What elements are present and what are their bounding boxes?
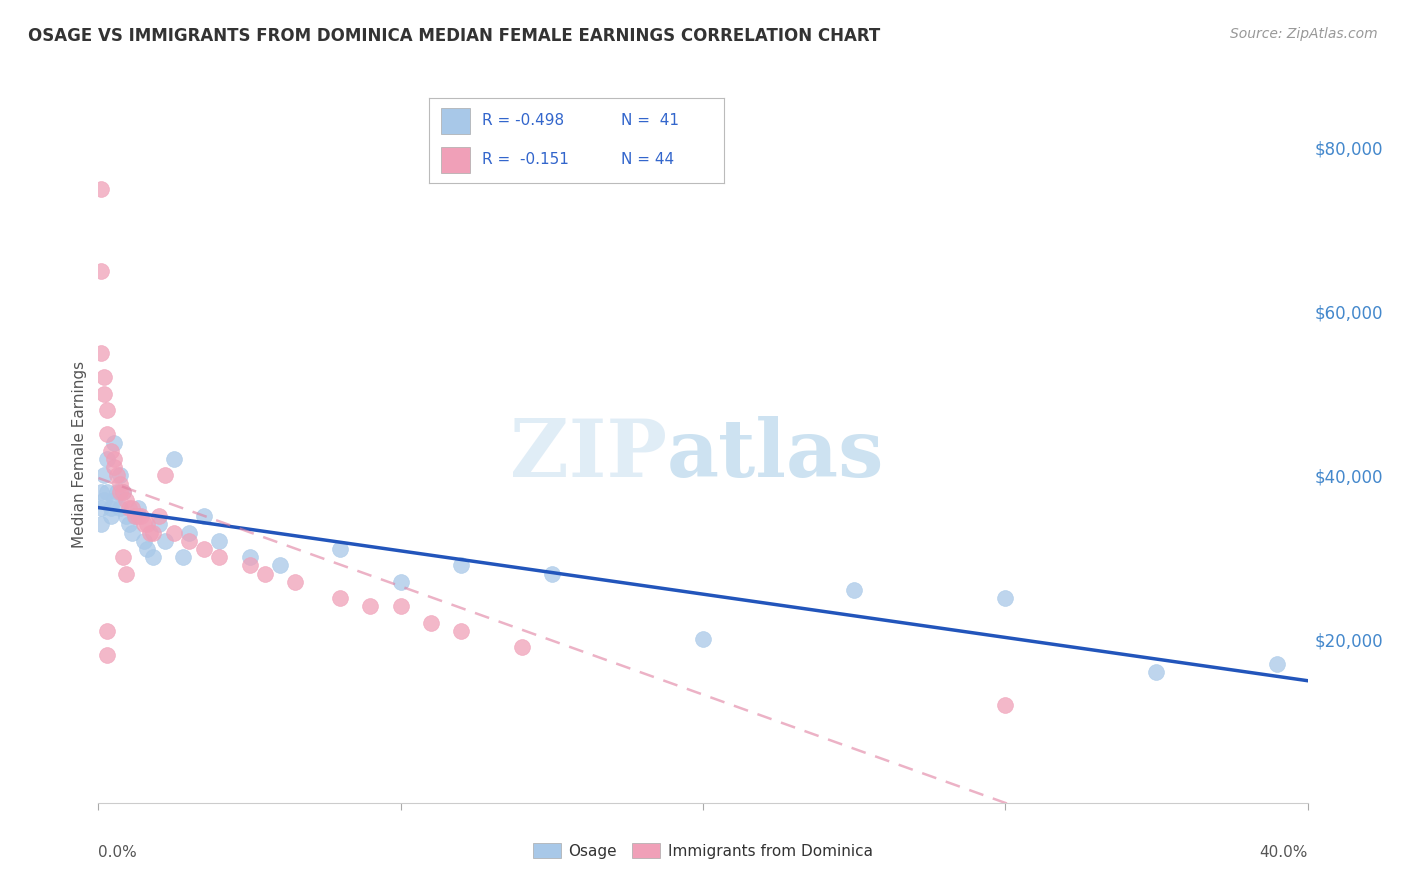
Point [90,517,112,532]
Point [540,566,562,581]
Point [96,427,118,442]
Point [108,501,131,516]
Text: OSAGE VS IMMIGRANTS FROM DOMINICA MEDIAN FEMALE EARNINGS CORRELATION CHART: OSAGE VS IMMIGRANTS FROM DOMINICA MEDIAN… [28,27,880,45]
Point [90,484,112,499]
Point [153,468,176,483]
Point [994,591,1017,606]
Point [389,574,412,589]
Point [103,460,125,475]
Point [90,345,112,359]
Point [111,484,134,499]
Point [360,599,382,614]
Point [103,452,125,467]
Text: 40.0%: 40.0% [1260,845,1308,860]
Point [114,492,136,507]
Point [129,509,152,524]
Point [124,509,146,524]
Point [108,476,131,491]
Point [90,264,112,278]
Point [118,517,141,532]
Point [135,542,157,557]
Point [142,525,165,540]
Text: N = 44: N = 44 [621,153,673,168]
Legend: Osage, Immigrants from Dominica: Osage, Immigrants from Dominica [527,837,879,864]
Point [844,582,866,597]
Point [208,550,231,565]
Point [994,698,1017,712]
Point [132,533,155,548]
Point [127,509,149,524]
Point [124,509,146,524]
Point [96,648,118,663]
Point [108,484,131,499]
Text: atlas: atlas [666,416,884,494]
Point [163,452,186,467]
Point [100,443,122,458]
Text: ZIP: ZIP [510,416,666,494]
Point [1144,665,1167,679]
Point [692,632,714,646]
Y-axis label: Median Female Earnings: Median Female Earnings [72,361,87,549]
Point [142,550,165,565]
Point [127,501,149,516]
Point [105,484,128,499]
Point [121,501,143,516]
Point [389,599,412,614]
Point [450,624,472,638]
Point [172,550,194,565]
Point [139,525,162,540]
Point [269,558,291,573]
Point [193,542,215,557]
Point [93,370,115,384]
Text: R =  -0.151: R = -0.151 [482,153,569,168]
Point [1267,657,1289,671]
Bar [440,108,470,134]
Point [153,533,176,548]
Point [93,492,115,507]
Point [100,501,122,516]
Point [111,550,134,565]
Point [105,468,128,483]
Point [329,591,352,606]
Point [96,452,118,467]
Point [148,509,170,524]
Bar [440,147,470,173]
Point [510,640,533,655]
Point [148,517,170,532]
Point [114,566,136,581]
Point [93,468,115,483]
Point [121,525,143,540]
Point [132,517,155,532]
Point [93,386,115,401]
Point [114,509,136,524]
Point [284,574,307,589]
Text: N =  41: N = 41 [621,113,679,128]
Point [163,525,186,540]
Point [96,403,118,417]
Point [179,525,201,540]
Point [100,509,122,524]
Point [118,501,141,516]
Point [253,566,276,581]
Point [420,615,443,630]
Point [90,182,112,196]
Point [193,509,215,524]
Point [329,542,352,557]
Point [90,501,112,516]
Point [208,533,231,548]
Text: Source: ZipAtlas.com: Source: ZipAtlas.com [1230,27,1378,41]
Text: R = -0.498: R = -0.498 [482,113,564,128]
Point [96,624,118,638]
Point [96,484,118,499]
Point [135,517,157,532]
Text: 0.0%: 0.0% [98,845,138,860]
Point [179,533,201,548]
Point [111,484,134,499]
Point [103,492,125,507]
Point [239,550,262,565]
Point [108,468,131,483]
Point [450,558,472,573]
Point [239,558,262,573]
Point [103,435,125,450]
